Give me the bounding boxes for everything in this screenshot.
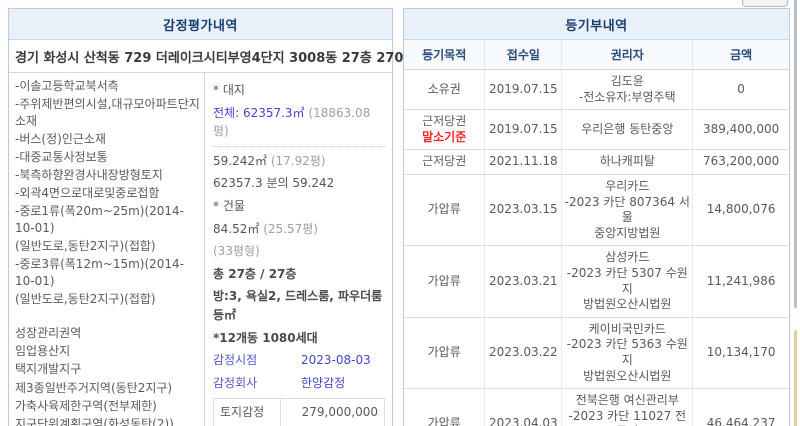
note-line: -이솔고등학교북서측	[15, 79, 119, 93]
note-line: -주위제반편의시설,대규모아파트단지소재	[15, 97, 200, 129]
registry-row: 소유권 2019.07.15 김도윤 -전소유자:부영주택 0	[404, 69, 789, 111]
registry-row: 가압류 2023.03.15 우리카드 -2023 카단 807364 서울 중앙지방법…	[404, 174, 789, 247]
collapsed-top-button[interactable]	[742, 0, 788, 7]
cell-holder: 하나캐피탈	[561, 149, 694, 175]
registry-table: 등기목적 접수일 권리자 금액 소유권 2019.07.15 김도윤 -전소유자:부영주택 0…	[404, 40, 789, 426]
note-line: 제3종일반주거지역(동탄2지구)	[15, 380, 173, 395]
scrollbar-marker	[794, 330, 797, 426]
note-line: 택지개발지구	[15, 362, 82, 377]
building-units: *12개동 1080세대	[213, 330, 318, 345]
cell-holder: 케이비국민카드 -2023 카단 5363 수원지 방법원오산시법원	[561, 317, 694, 390]
building-type: (33평형)	[213, 244, 260, 259]
location-notes: -이솔고등학교북서측 -주위제반편의시설,대규모아파트단지소재 -버스(정)인근소재…	[9, 73, 205, 426]
building-floors: 총 27층 / 27층	[213, 266, 297, 281]
land-share-value: 59.242㎡	[213, 153, 267, 168]
scrollbar-thumb[interactable]	[794, 0, 797, 308]
land-ratio: 62357.3 분의 59.242	[213, 176, 335, 191]
note-line: 임업용산지	[15, 344, 71, 359]
cell-date: 2023.03.22	[484, 317, 563, 390]
registry-table-body: 소유권 2019.07.15 김도윤 -전소유자:부영주택 0 근저당권 말소기준 2019.…	[404, 69, 789, 426]
cell-purpose: 근저당권 말소기준	[404, 109, 486, 151]
note-line: (일반도로,동탄2지구)(접합)	[15, 239, 156, 254]
cell-date: 2023.03.21	[484, 245, 563, 318]
appraisal-date-label: 감정시점	[213, 353, 258, 368]
appraisal-detail: * 대지 전체: 62357.3㎡ (18863.08평) 59.242㎡ (1…	[205, 73, 392, 426]
appraisal-company-value: 한양감정	[301, 375, 346, 390]
cell-holder: 삼성카드 -2023 카단 5307 수원지 방법원오산시법원	[561, 245, 694, 318]
cell-date: 2019.07.15	[484, 109, 563, 151]
appraisal-date-row: 감정시점 2023-08-03	[213, 349, 385, 372]
cell-purpose: 가압류	[404, 317, 486, 390]
registry-row: 가압류 2023.03.22 케이비국민카드 -2023 카단 5363 수원지 방법원…	[404, 317, 789, 390]
note-line: -중로1류(폭20m~25m)(2014-10-01)	[15, 204, 185, 236]
cell-amount: 763,200,000	[692, 149, 789, 175]
registry-panel: 등기부내역 등기목적 접수일 권리자 금액 소유권 2019.07.15 김도윤 -전소유자…	[403, 8, 790, 426]
registry-column-header: 권리자	[561, 40, 694, 70]
note-line: -버스(정)인근소재	[15, 132, 106, 147]
cell-amount: 46,464,237	[692, 388, 789, 426]
cell-date: 2023.04.03	[484, 388, 563, 426]
appraisal-company-label: 감정회사	[213, 375, 258, 390]
cell-date: 2023.03.15	[484, 174, 563, 247]
registry-column-header: 등기목적	[404, 40, 486, 70]
registry-row: 근저당권 말소기준 2019.07.15 우리은행 동탄중앙 389,400,000	[404, 109, 789, 151]
note-line: -북측하향완경사내장방형토지	[15, 168, 163, 183]
notes-gap	[15, 309, 200, 325]
land-total-line: 전체: 62357.3㎡ (18863.08평)	[213, 102, 385, 147]
cell-purpose: 소유권	[404, 69, 486, 111]
cell-purpose: 가압류	[404, 174, 486, 247]
land-share-line: 59.242㎡ (17.92평)	[213, 150, 385, 173]
appraisal-date-value: 2023-08-03	[301, 353, 371, 368]
note-line: 성장관리권역	[15, 326, 82, 341]
appraisal-panel-title: 감정평가내역	[9, 9, 392, 40]
note-line: (일반도로,동탄2지구)(접합)	[15, 292, 156, 307]
note-line: -대중교통사정보통	[15, 150, 108, 165]
registry-panel-title: 등기부내역	[404, 9, 789, 40]
valuation-value: 279,000,000	[279, 398, 386, 426]
land-share-pyeong: (17.92평)	[270, 153, 326, 168]
cell-holder: 김도윤 -전소유자:부영주택	[561, 69, 694, 111]
building-area-line: 84.52㎡ (25.57평)	[213, 218, 385, 241]
registry-column-header: 접수일	[484, 40, 563, 70]
building-pyeong: (25.57평)	[263, 221, 318, 236]
registry-row: 가압류 2023.03.21 삼성카드 -2023 카단 5307 수원지 방법원오산시…	[404, 245, 789, 318]
property-address: 경기 화성시 산척동 729 더레이크시티부영4단지 3008동 27층 270…	[9, 40, 424, 73]
appraisal-company-row: 감정회사 한양감정	[213, 372, 385, 395]
valuation-table: 토지감정279,000,000건물감정651,000,000합계930,000,…	[213, 398, 386, 426]
building-area: 84.52㎡	[213, 221, 260, 236]
valuation-label: 토지감정	[213, 398, 281, 426]
land-label: * 대지	[213, 83, 245, 97]
cell-purpose: 가압류	[404, 245, 486, 318]
cell-date: 2021.11.18	[484, 149, 563, 175]
cell-amount: 10,134,170	[692, 317, 789, 390]
land-total-value: 전체: 62357.3㎡	[213, 105, 305, 120]
valuation-table-body: 토지감정279,000,000건물감정651,000,000합계930,000,…	[213, 398, 386, 426]
registry-column-header: 금액	[692, 40, 789, 70]
cell-holder: 우리은행 동탄중앙	[561, 109, 694, 151]
registry-header-row: 등기목적 접수일 권리자 금액	[404, 40, 789, 70]
building-rooms: 방:3, 욕실2, 드레스룸, 파우더룸등㎡	[213, 289, 383, 322]
note-line: 지구단위계획구역(화성동탄(2))	[15, 416, 174, 426]
cell-purpose: 가압류	[404, 388, 486, 426]
cell-date: 2019.07.15	[484, 69, 563, 111]
cell-amount: 14,800,076	[692, 174, 789, 247]
note-line: 가축사육제한구역(전부제한)	[15, 398, 157, 413]
registry-row: 근저당권 2021.11.18 하나캐피탈 763,200,000	[404, 149, 789, 175]
cancellation-base-badge: 말소기준	[422, 129, 467, 144]
valuation-row: 토지감정 279,000,000	[213, 398, 386, 426]
cell-purpose: 근저당권	[404, 149, 486, 175]
cell-holder: 우리카드 -2023 카단 807364 서울 중앙지방법원	[561, 174, 694, 247]
cell-holder: 전북은행 여신관리부-2023 카단 11027 전주지방법원	[561, 388, 694, 426]
building-label: * 건물	[213, 198, 245, 213]
note-line: -외곽4면으로대로및중로접함	[15, 186, 160, 201]
appraisal-panel: 감정평가내역 경기 화성시 산척동 729 더레이크시티부영4단지 3008동 …	[8, 8, 424, 426]
cell-amount: 11,241,986	[692, 245, 789, 318]
note-line: -중로3류(폭12m~15m)(2014-10-01)	[15, 257, 185, 289]
land-total-pyeong: (18863.08평)	[213, 105, 371, 139]
cell-amount: 0	[692, 69, 789, 111]
cell-amount: 389,400,000	[692, 109, 789, 151]
